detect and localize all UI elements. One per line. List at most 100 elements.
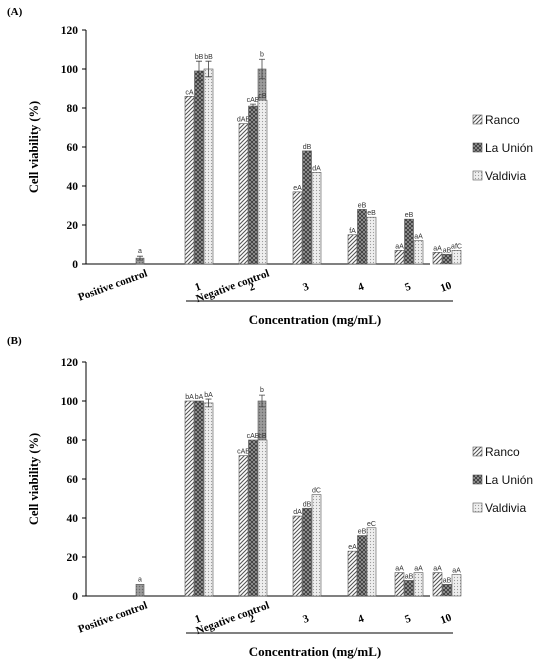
legend-swatch-valdivia — [472, 502, 483, 513]
bar-annotation: a — [138, 576, 142, 583]
bar-valdivia-2 — [257, 439, 268, 597]
bar-valdivia-2 — [257, 99, 268, 265]
y-tick-label: 60 — [67, 142, 79, 154]
error-bar — [205, 398, 212, 408]
x-tick-label: 5 — [403, 612, 413, 625]
bar-valdivia-1 — [203, 402, 214, 597]
bar-annotation: dA — [312, 165, 321, 172]
bar-ranco-3 — [292, 191, 303, 265]
x-tick-label: 10 — [439, 611, 454, 626]
y-tick-label: 20 — [67, 552, 79, 564]
bar-ranco-3 — [292, 515, 303, 597]
bar-la-union-1 — [194, 400, 204, 597]
y-tick-label: 80 — [67, 435, 79, 447]
bar-annotation: bA — [185, 394, 194, 401]
legend: Ranco La Unión Valdivia — [472, 445, 533, 515]
bar-la-union-4 — [357, 535, 367, 597]
bar-annotation: bA — [204, 392, 213, 399]
bar-valdivia-5 — [413, 572, 424, 597]
bar-annotation: dA — [293, 509, 302, 516]
bar-valdivia-3 — [311, 494, 322, 597]
y-tick-label: 20 — [67, 220, 79, 232]
y-tick-label: 80 — [67, 103, 79, 115]
bar-la-union-10 — [442, 253, 452, 265]
bar-ranco-5 — [394, 250, 405, 265]
bar-annotation: eB — [405, 212, 414, 219]
bar-annotation: cAB — [247, 433, 260, 440]
legend-label-ranco: Ranco — [485, 445, 520, 459]
bar-la-union-4 — [357, 209, 367, 265]
y-axis-title: Cell viability (%) — [27, 101, 41, 193]
y-axis-title: Cell viability (%) — [27, 433, 41, 525]
bar-annotation: cAB — [237, 449, 250, 456]
legend-label-valdivia: Valdivia — [485, 501, 526, 515]
bar-la-union-5 — [404, 218, 414, 265]
bar-la-union-1 — [194, 70, 204, 265]
x-tick-label: 10 — [439, 279, 454, 294]
bar-control-positive — [135, 583, 145, 597]
bar-ranco-4 — [347, 234, 358, 265]
bar-annotation: bA — [195, 394, 204, 401]
bar-ranco-4 — [347, 550, 358, 597]
y-tick-label: 0 — [72, 259, 78, 271]
bar-la-union-2 — [248, 105, 258, 265]
bar-annotation: aB — [443, 577, 452, 584]
bar-annotation: dB — [303, 144, 312, 151]
bar-ranco-2 — [238, 123, 249, 265]
x-tick-label: 1 — [193, 613, 202, 626]
bar-annotation: aA — [414, 234, 423, 241]
bar-annotation: aA — [452, 568, 461, 575]
bar-valdivia-10 — [451, 250, 462, 265]
legend-label-ranco: Ranco — [485, 113, 520, 127]
bar-annotation: dC — [312, 488, 321, 495]
x-tick-label: 2 — [247, 612, 257, 625]
bar-annotation: bB — [204, 54, 213, 61]
y-tick-label: 60 — [67, 474, 79, 486]
bar-annotation: a — [138, 248, 142, 255]
y-tick-label: 0 — [72, 591, 78, 603]
bar-annotation: aA — [395, 243, 404, 250]
legend-label-la-union: La Unión — [485, 141, 533, 155]
bar-ranco-5 — [394, 572, 405, 597]
bar-valdivia-1 — [203, 68, 214, 265]
error-bar — [259, 394, 265, 408]
error-bar — [259, 58, 265, 80]
bar-annotation: b — [260, 51, 264, 58]
x-tick-label: 2 — [247, 280, 257, 293]
bar-annotation: aA — [433, 566, 442, 573]
bar-annotation: aB — [405, 573, 414, 580]
legend-swatch-ranco — [472, 446, 483, 457]
bar-annotation: bB — [195, 54, 204, 61]
bar-annotation: aB — [443, 247, 452, 254]
x-tick-label: 3 — [301, 612, 311, 625]
bar-annotation: aA — [395, 566, 404, 573]
error-bar — [196, 60, 202, 82]
bar-valdivia-4 — [366, 216, 377, 265]
error-bar — [250, 103, 256, 109]
panel-label: (B) — [7, 335, 22, 347]
bar-annotation: aA — [433, 245, 442, 252]
control-label: Negative control — [194, 268, 271, 306]
bar-la-union-2 — [248, 439, 258, 597]
bar-ranco-1 — [184, 400, 195, 597]
y-tick-label: 40 — [67, 181, 79, 193]
y-tick-label: 100 — [61, 396, 79, 408]
bar-annotation: afC — [451, 243, 462, 250]
bar-la-union-3 — [302, 507, 312, 597]
bar-ranco-1 — [184, 96, 195, 265]
bar-annotation: aA — [414, 566, 423, 573]
bar-annotation: dB — [303, 501, 312, 508]
x-tick-label: 5 — [403, 280, 413, 293]
bar-annotation: fA — [349, 228, 356, 235]
control-label: Negative control — [194, 600, 271, 638]
bar-annotation: cB — [258, 433, 267, 440]
x-axis-title: Concentration (mg/mL) — [249, 644, 382, 659]
bar-annotation: eA — [348, 544, 357, 551]
bar-annotation: eB — [367, 210, 376, 217]
y-tick-label: 100 — [61, 64, 79, 76]
bar-ranco-2 — [238, 455, 249, 597]
chart-panel-a: (A) 0 20 40 60 80 100 120 Cell viability (%) a Pos… — [7, 6, 533, 327]
bar-annotation: eA — [293, 185, 302, 192]
y-tick-label: 120 — [61, 25, 79, 37]
